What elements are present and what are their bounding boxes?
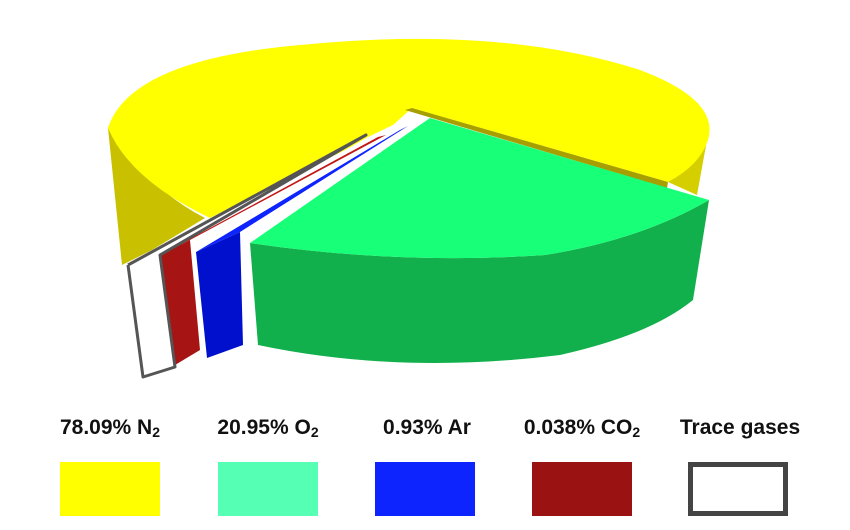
pie-slice-n2-top xyxy=(108,38,710,218)
pie-slice-o2 xyxy=(250,118,709,363)
pie-slice-co2 xyxy=(160,135,386,365)
legend-swatch-trace-gases xyxy=(688,462,788,516)
legend-swatch-n2 xyxy=(60,462,160,516)
pie-slice-ar-top xyxy=(196,126,408,252)
legend-label-co2: 0.038% CO2 xyxy=(523,416,641,440)
legend-label-trace-gases: Trace gases xyxy=(679,416,801,439)
legend-label-ar: 0.93% Ar xyxy=(383,416,471,439)
legend-item-n2: 78.09% N2 xyxy=(30,410,190,516)
pie-slice-o2-side xyxy=(250,200,709,363)
legend-item-trace-gases: Trace gases xyxy=(660,410,820,516)
pie-slice-n2 xyxy=(108,38,710,265)
pie-slice-o2-top xyxy=(250,118,709,259)
legend-swatch-o2 xyxy=(218,462,318,516)
legend-label-o2: 20.95% O2 xyxy=(217,416,319,440)
pie-slice-co2-top xyxy=(160,135,386,255)
pie-slice-n2-cut-edge xyxy=(405,108,668,188)
legend-item-o2: 20.95% O2 xyxy=(188,410,348,516)
pie-chart xyxy=(108,38,710,379)
legend-swatch-co2 xyxy=(532,462,632,516)
pie-slice-ar xyxy=(196,126,408,358)
pie-slice-co2-side xyxy=(160,240,200,365)
legend-label-n2: 78.09% N2 xyxy=(59,416,161,440)
legend-swatch-ar xyxy=(375,462,475,516)
legend-item-ar: 0.93% Ar xyxy=(347,410,507,516)
pie-slice-trace-gases xyxy=(126,133,368,379)
pie-slice-trace-gases-outline xyxy=(126,133,368,379)
pie-slice-ar-side xyxy=(196,232,243,358)
legend-item-co2: 0.038% CO2 xyxy=(502,410,662,516)
chart-legend: 78.09% N2 20.95% O2 0.93% Ar 0.038% CO2 … xyxy=(0,410,850,530)
